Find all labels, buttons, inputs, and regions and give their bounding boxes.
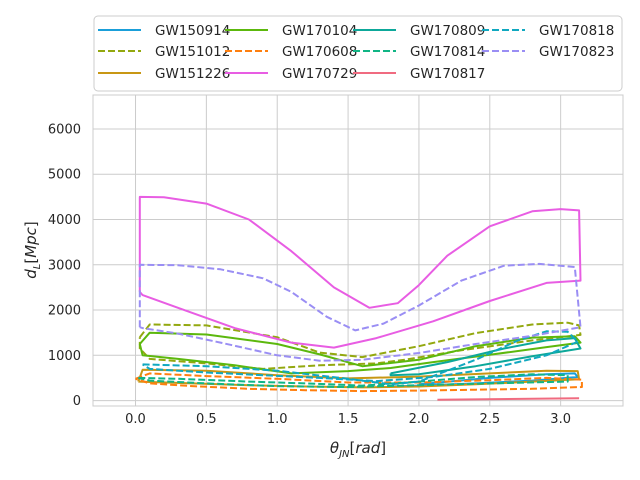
y-axis-label: dL[Mpc] xyxy=(22,221,43,279)
legend-label: GW151226 xyxy=(155,66,230,82)
y-tick-label: 2000 xyxy=(48,304,81,319)
x-tick-label: 1.5 xyxy=(338,412,359,427)
y-tick-label: 1000 xyxy=(48,349,81,364)
legend-label: GW170729 xyxy=(282,66,357,82)
y-tick-label: 6000 xyxy=(48,122,81,137)
series-line-gw170809 xyxy=(389,337,582,377)
y-tick-label: 4000 xyxy=(48,213,81,228)
legend-label: GW170608 xyxy=(282,44,357,60)
series-line-gw170823 xyxy=(138,262,582,362)
legend-label: GW170823 xyxy=(539,44,614,60)
legend-label: GW151012 xyxy=(155,44,230,60)
series-line-gw170817 xyxy=(437,397,580,401)
legend-label: GW170809 xyxy=(410,23,485,39)
plot-background xyxy=(93,95,623,406)
legend-label: GW170817 xyxy=(410,66,485,82)
x-tick-label: 2.0 xyxy=(409,412,430,427)
y-tick-label: 3000 xyxy=(48,258,81,273)
legend-label: GW170814 xyxy=(410,44,485,60)
x-tick-label: 0.0 xyxy=(125,412,146,427)
series-line-gw170608 xyxy=(135,372,583,393)
x-tick-label: 2.5 xyxy=(479,412,500,427)
x-tick-label: 0.5 xyxy=(196,412,217,427)
series-line-gw170729 xyxy=(138,195,582,349)
legend-label: GW170818 xyxy=(539,23,614,39)
legend: GW150914 GW151012 GW151226 GW170104 GW170608… xyxy=(93,15,623,92)
series-line-gw170814 xyxy=(138,373,569,388)
plot-frame xyxy=(92,94,624,407)
series-line-gw170818 xyxy=(142,330,579,386)
legend-label: GW170104 xyxy=(282,23,357,39)
y-tick-label: 5000 xyxy=(48,168,81,183)
svg-text:dL[Mpc]: dL[Mpc] xyxy=(22,221,43,279)
tick-labels: 0.0 0.5 1.0 1.5 2.0 2.5 3.0 0 1000 2000 3000 4000 50… xyxy=(48,122,571,427)
x-axis-label: θJN[rad] xyxy=(330,439,386,460)
svg-text:θJN[rad]: θJN[rad] xyxy=(330,439,386,460)
series-group xyxy=(135,195,583,401)
series-line-gw170104 xyxy=(138,331,582,375)
y-tick-label: 0 xyxy=(73,394,81,409)
x-tick-label: 1.0 xyxy=(267,412,288,427)
legend-label: GW150914 xyxy=(155,23,230,39)
x-tick-label: 3.0 xyxy=(550,412,571,427)
